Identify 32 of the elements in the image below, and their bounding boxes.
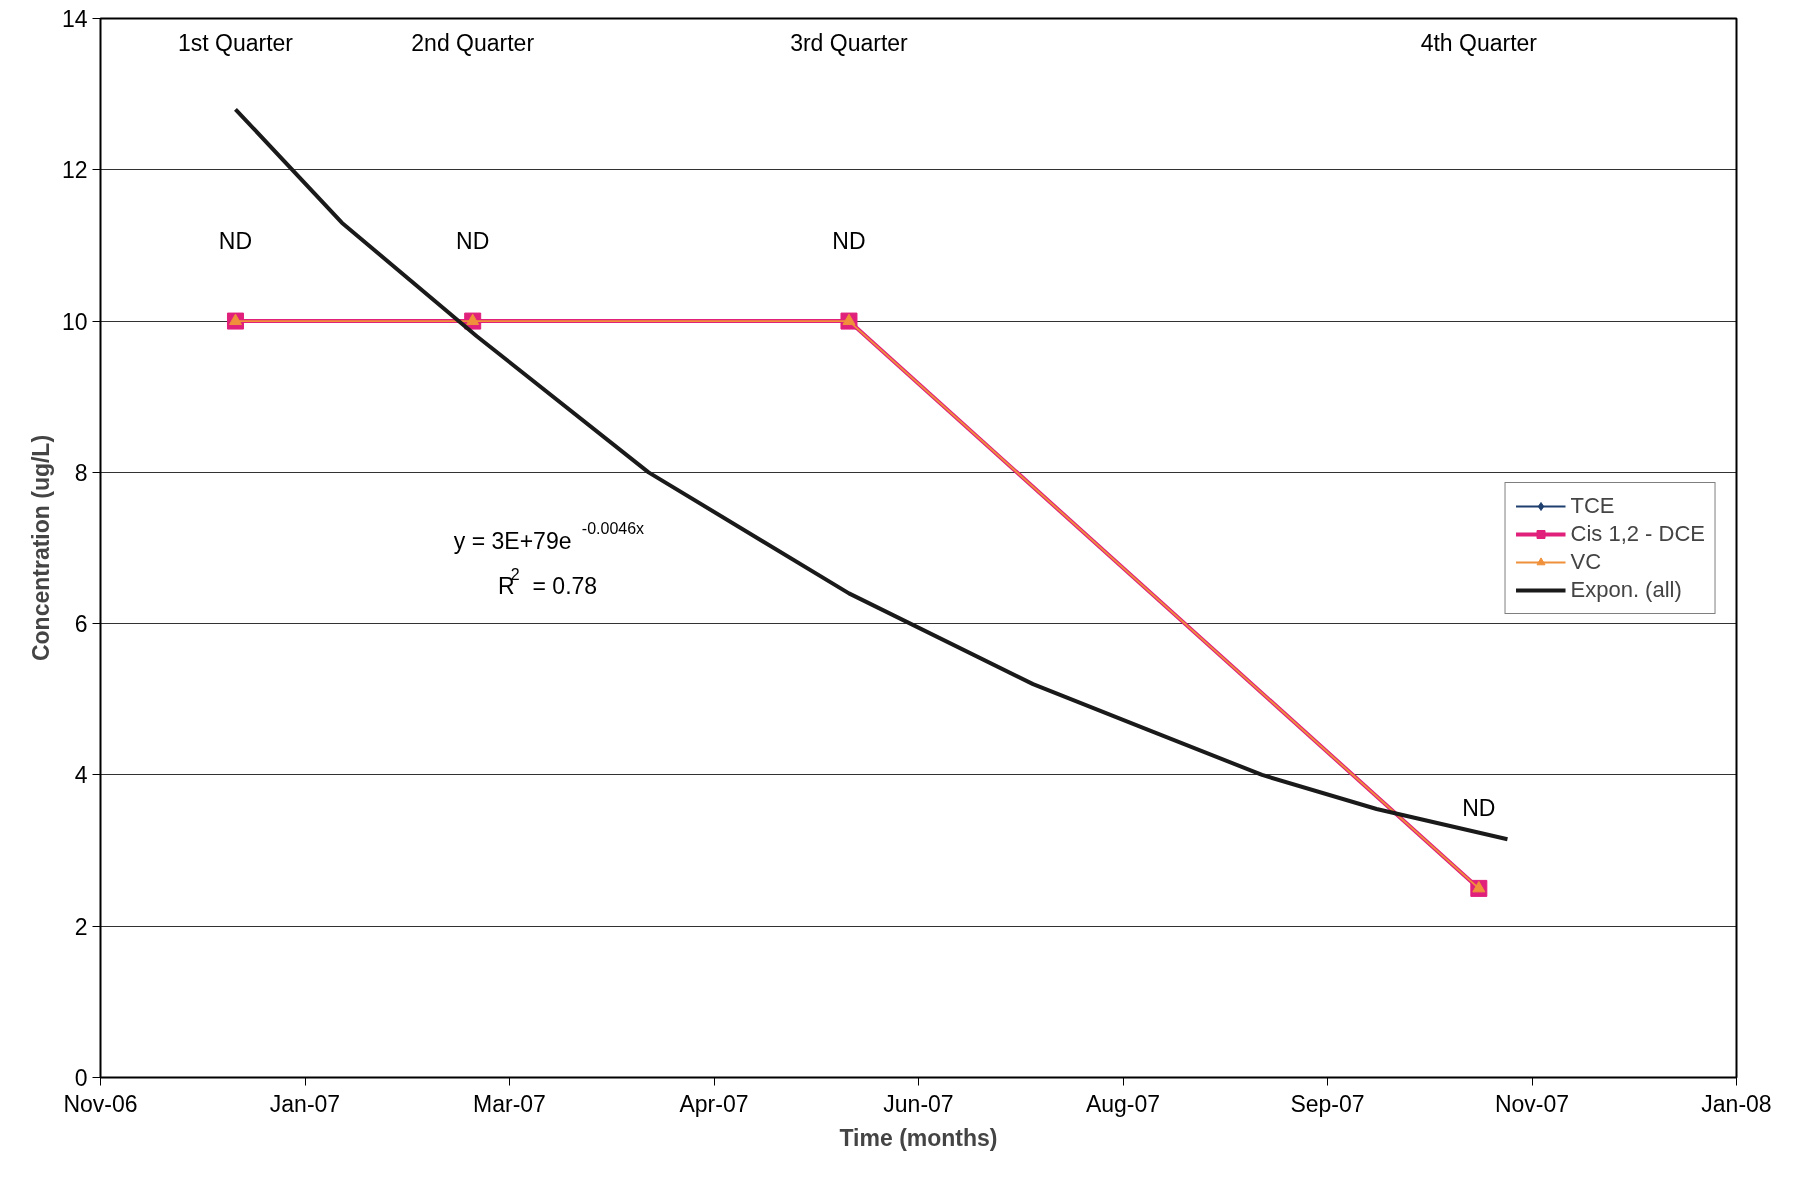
legend-label: Expon. (all): [1570, 576, 1682, 603]
x-tick-label: Jan-08: [1701, 1090, 1772, 1117]
y-tick-label: 14: [61, 6, 88, 32]
y-tick-label: 4: [74, 762, 88, 789]
x-tick-label: Nov-07: [1494, 1090, 1570, 1117]
y-tick-label: 8: [74, 459, 88, 486]
x-tick-label: Jan-07: [269, 1090, 341, 1117]
annotation: 4th Quarter: [1420, 29, 1538, 56]
x-tick-label: Apr-07: [679, 1090, 749, 1117]
y-tick-label: 12: [61, 157, 88, 184]
y-tick-label: 6: [74, 611, 88, 638]
annotation: y = 3E+79e-0.0046x: [453, 520, 645, 554]
annotation: ND: [1462, 795, 1496, 822]
y-tick-label: 0: [74, 1065, 88, 1091]
x-tick-label: Aug-07: [1085, 1090, 1161, 1117]
annotation: 1st Quarter: [177, 29, 294, 56]
x-tick-label: Nov-06: [63, 1090, 138, 1117]
legend-label: TCE: [1570, 492, 1615, 519]
legend-label: Cis 1,2 - DCE: [1570, 520, 1705, 547]
annotation: ND: [218, 228, 253, 255]
x-tick-label: Mar-07: [473, 1090, 546, 1117]
y-tick-label: 2: [74, 913, 88, 940]
x-axis-title: Time (months): [839, 1124, 998, 1151]
annotation: 2nd Quarter: [411, 29, 535, 56]
y-axis-title: Concentration (ug/L): [27, 434, 54, 662]
x-tick-label: Jun-07: [883, 1090, 954, 1117]
x-tick-label: Sep-07: [1290, 1090, 1365, 1117]
annotation: 3rd Quarter: [790, 29, 909, 56]
legend-label: VC: [1570, 548, 1602, 575]
annotation: ND: [456, 228, 490, 255]
annotation: ND: [832, 228, 866, 255]
y-tick-label: 10: [61, 308, 88, 335]
